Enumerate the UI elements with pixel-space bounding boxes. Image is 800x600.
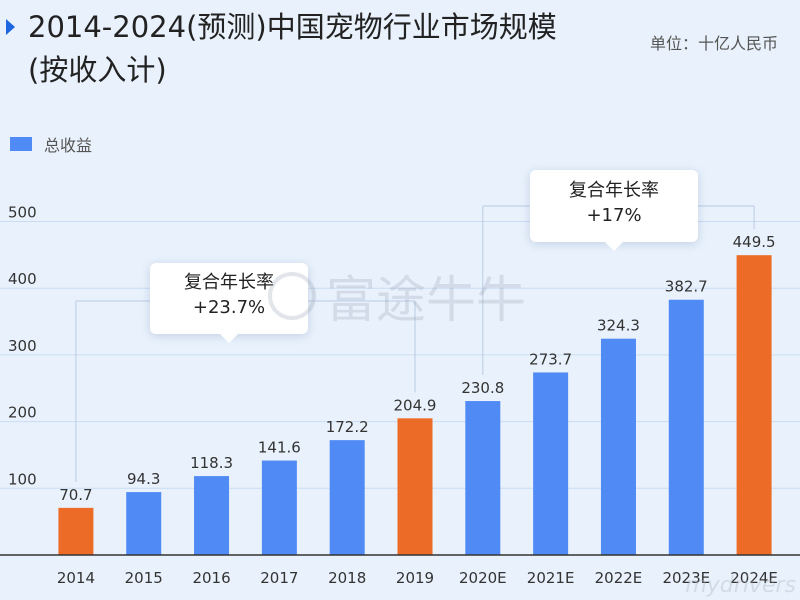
x-tick-label: 2018 xyxy=(328,569,366,587)
bar-2019 xyxy=(397,418,433,555)
y-tick-label: 500 xyxy=(8,204,37,222)
cagr-label: 复合年长率 xyxy=(184,272,274,293)
y-tick-label: 300 xyxy=(8,337,37,355)
x-tick-label: 2020E xyxy=(459,569,507,587)
x-tick-label: 2015 xyxy=(125,569,163,587)
cagr-callout-2014-2019: 复合年长率 +23.7% xyxy=(150,263,308,343)
data-label: 449.5 xyxy=(733,233,776,251)
cagr-label: 复合年长率 xyxy=(569,180,659,201)
data-label: 172.2 xyxy=(326,418,369,436)
data-label: 324.3 xyxy=(597,317,640,335)
bar-2015 xyxy=(126,492,162,555)
y-tick-label: 200 xyxy=(8,404,37,422)
bar-2016 xyxy=(194,476,230,555)
cagr-value: +23.7% xyxy=(192,297,266,318)
title-marker-icon xyxy=(6,19,15,35)
chart-title: 2014-2024(预测)中国宠物行业市场规模(按收入计) xyxy=(28,10,557,87)
x-tick-label: 2023E xyxy=(662,569,710,587)
data-label: 118.3 xyxy=(190,454,233,472)
x-tick-label: 2014 xyxy=(57,569,95,587)
legend: 总收益 xyxy=(10,132,92,156)
bar-2018 xyxy=(329,440,365,555)
x-tick-label: 2017 xyxy=(260,569,298,587)
bar-2021E xyxy=(533,372,569,555)
x-tick-label: 2022E xyxy=(595,569,643,587)
bar-2017 xyxy=(261,460,297,555)
x-tick-label: 2016 xyxy=(192,569,230,587)
bar-2024E xyxy=(736,255,772,555)
data-label: 204.9 xyxy=(394,396,437,414)
data-label: 94.3 xyxy=(127,470,160,488)
bar-2020E xyxy=(465,401,501,555)
data-label: 230.8 xyxy=(461,379,504,397)
data-label: 382.7 xyxy=(665,278,708,296)
x-tick-label: 2024E xyxy=(730,569,778,587)
data-label: 70.7 xyxy=(59,486,92,504)
bar-2014 xyxy=(58,507,94,555)
x-tick-label: 2021E xyxy=(527,569,575,587)
x-tick-label: 2019 xyxy=(396,569,434,587)
cagr-value: +17% xyxy=(586,205,642,226)
cagr-callout-2020-2024: 复合年长率 +17% xyxy=(530,170,698,251)
y-tick-label: 100 xyxy=(8,470,37,488)
legend-swatch xyxy=(10,137,32,151)
unit-label: 单位：十亿人民币 xyxy=(649,34,778,53)
bar-2022E xyxy=(600,338,636,555)
data-label: 273.7 xyxy=(529,350,572,368)
y-tick-label: 400 xyxy=(8,270,37,288)
data-label: 141.6 xyxy=(258,439,301,457)
bar-2023E xyxy=(668,299,704,555)
legend-label: 总收益 xyxy=(44,136,93,155)
